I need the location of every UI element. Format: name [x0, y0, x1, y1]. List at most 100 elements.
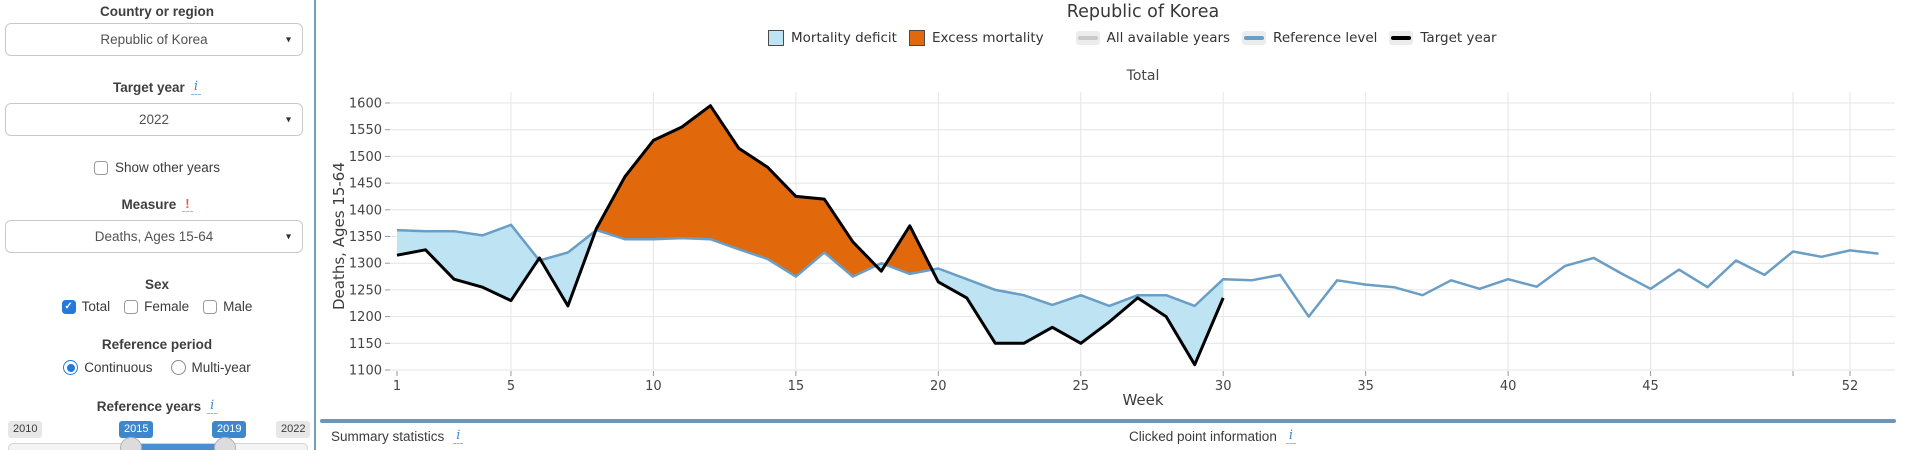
y-tick-label: 1300 [349, 257, 382, 272]
info-icon[interactable]: i [453, 429, 464, 444]
reference-period-row: Continuous Multi-year [0, 360, 314, 375]
show-other-years-label: Show other years [114, 160, 221, 175]
legend-label: Target year [1420, 30, 1497, 46]
legend-swatch [1242, 31, 1267, 45]
checkbox-male[interactable] [203, 299, 218, 314]
y-tick-label: 1450 [349, 177, 382, 192]
mortality-chart[interactable]: 1100 1150 1200 1250 1300 1350 1400 1450 1500 1550… [316, 0, 1909, 450]
x-tick-label: 45 [1642, 379, 1659, 394]
radio-label: Continuous [84, 360, 153, 375]
chart-legend: Mortality deficit Excess mortality All ava… [768, 30, 1497, 46]
legend-item-all-available-years[interactable]: All available years [1075, 30, 1231, 46]
clicked-point-header: Clicked point information i [1129, 429, 1296, 444]
chevron-down-icon: ▾ [285, 114, 291, 125]
info-icon[interactable]: i [1285, 429, 1296, 444]
radio-continuous[interactable] [63, 360, 79, 375]
info-icon[interactable]: i [207, 399, 218, 414]
target-year-select[interactable]: 2022 ▾ [5, 103, 303, 136]
legend-swatch [908, 30, 925, 46]
checkbox-total[interactable]: ✓ [61, 299, 76, 314]
show-other-years-checkbox[interactable] [93, 160, 108, 175]
x-tick-label: 30 [1215, 379, 1232, 394]
chart-subtitle: Total [1126, 68, 1160, 84]
y-tick-label: 1350 [349, 230, 382, 245]
country-select[interactable]: Republic of Korea ▾ [5, 23, 303, 56]
x-tick-label: 5 [507, 379, 515, 394]
x-tick-label: 35 [1357, 379, 1374, 394]
x-tick-label: 20 [930, 379, 947, 394]
x-tick-label: 1 [393, 379, 401, 394]
checkbox-label: Total [81, 299, 111, 314]
chevron-down-icon: ▾ [285, 231, 291, 242]
reference-period-label: Reference period [101, 337, 213, 352]
slider-min-badge: 2010 [8, 421, 43, 438]
slider-handle-to[interactable] [214, 437, 236, 450]
slider-handle-from[interactable] [120, 437, 142, 450]
show-other-years-row: Show other years [0, 160, 314, 175]
mortality-deficit-area [397, 224, 539, 301]
warning-icon[interactable]: ! [182, 197, 193, 212]
y-tick-label: 1100 [349, 364, 382, 379]
excess-mortality-area [885, 225, 933, 274]
y-tick-label: 1500 [349, 150, 382, 165]
legend-label: All available years [1106, 30, 1231, 46]
sex-option-total: ✓ Total [61, 299, 111, 314]
legend-item-reference-level[interactable]: Reference level [1242, 30, 1377, 46]
x-tick-label: 52 [1842, 379, 1859, 394]
country-select-value: Republic of Korea [100, 32, 208, 47]
legend-item-target-year[interactable]: Target year [1389, 30, 1497, 46]
series-target-year [396, 104, 1225, 367]
legend-item-excess-mortality[interactable]: Excess mortality [908, 30, 1044, 46]
y-tick-label: 1250 [349, 283, 382, 298]
sex-label: Sex [144, 277, 170, 292]
legend-item-mortality-deficit[interactable]: Mortality deficit [768, 30, 897, 46]
checkbox-label: Male [223, 299, 253, 314]
legend-swatch [1389, 31, 1414, 45]
summary-statistics-header: Summary statistics i [331, 429, 464, 444]
y-tick-label: 1400 [349, 203, 382, 218]
x-tick-label: 15 [788, 379, 805, 394]
y-tick-label: 1600 [349, 97, 382, 112]
legend-label: Mortality deficit [791, 30, 897, 46]
radio-multi-year[interactable] [170, 360, 186, 375]
series-reference-level [396, 223, 1879, 318]
legend-swatch [768, 30, 784, 46]
axis-ticks: 1100 1150 1200 1250 1300 1350 1400 1450 1500 1550… [349, 97, 1858, 395]
y-tick-label: 1200 [349, 310, 382, 325]
reference-period-option-continuous: Continuous [63, 360, 153, 375]
y-tick-label: 1550 [349, 123, 382, 138]
reference-years-label: Reference years i [0, 399, 314, 414]
series-lines [396, 104, 1879, 367]
slider-from-badge: 2015 [119, 421, 154, 438]
target-year-label: Target year i [0, 80, 314, 95]
chart-title: Republic of Korea [1066, 2, 1220, 22]
checkbox-label: Female [144, 299, 190, 314]
slider-to-badge: 2019 [212, 421, 247, 438]
country-label: Country or region [100, 4, 214, 19]
x-tick-label: 25 [1072, 379, 1089, 394]
sex-option-male: Male [203, 299, 252, 314]
reference-period-option-multi-year: Multi-year [170, 360, 251, 375]
reference-years-slider-fill [131, 444, 226, 450]
chart-panel: Republic of Korea Mortality deficit Exces… [316, 0, 1909, 450]
fill-areas [397, 105, 1224, 365]
info-icon[interactable]: i [190, 80, 201, 95]
legend-label: Reference level [1273, 30, 1378, 46]
legend-swatch [1075, 31, 1100, 45]
target-year-select-value: 2022 [138, 112, 170, 127]
measure-select-value: Deaths, Ages 15-64 [94, 229, 214, 244]
checkbox-female[interactable] [124, 299, 139, 314]
chevron-down-icon: ▾ [285, 34, 291, 45]
mortality-deficit-area [540, 230, 596, 306]
x-tick-label: 10 [645, 379, 662, 394]
sex-options-row: ✓ Total Female Male [0, 299, 314, 314]
excess-mortality-area [595, 105, 876, 277]
legend-label: Excess mortality [931, 30, 1044, 46]
sidebar: Country or region Republic of Korea ▾ Ta… [0, 0, 316, 450]
slider-max-badge: 2022 [276, 421, 311, 438]
measure-select[interactable]: Deaths, Ages 15-64 ▾ [5, 220, 303, 253]
x-tick-label: 40 [1500, 379, 1517, 394]
footer-separator [320, 419, 1896, 423]
y-tick-label: 1150 [349, 337, 382, 352]
